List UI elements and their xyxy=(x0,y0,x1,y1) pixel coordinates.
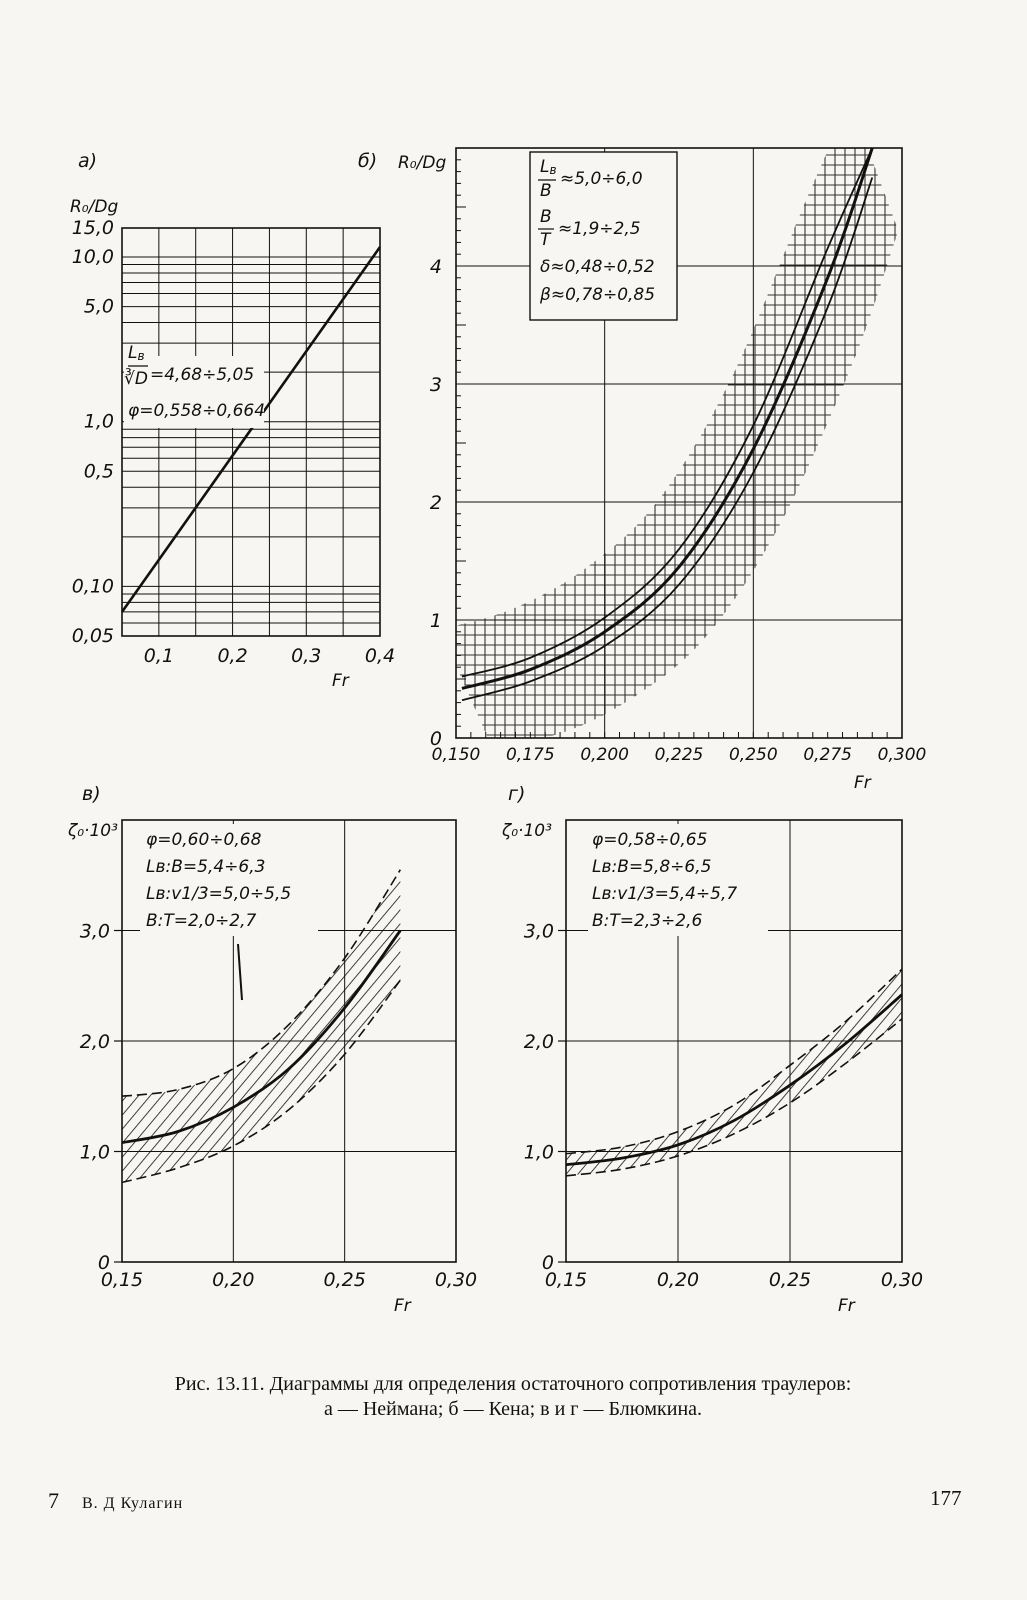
panel-g-xtick: 0,15 xyxy=(545,1269,587,1291)
panel-v-ylabel: ζ₀·10³ xyxy=(67,821,118,841)
panel-b-band-lower xyxy=(461,177,874,702)
panel-g-annotation: φ=0,58÷0,65 Lв:B=5,8÷6,5 Lв:v1/3=5,4÷5,7… xyxy=(588,824,768,936)
panel-v-plot-area xyxy=(122,869,402,1184)
panel-b-xtick: 0,200 xyxy=(580,745,629,765)
panel-b-ytick: 0 xyxy=(430,728,442,750)
panel-v-xtick: 0,15 xyxy=(101,1269,143,1291)
panel-b-series-line xyxy=(461,148,874,690)
panel-b-xlabel: Fr xyxy=(854,773,872,793)
panel-g-xtick: 0,30 xyxy=(881,1269,923,1291)
panel-a-ytick: 0,5 xyxy=(84,460,114,482)
panel-b-ytick: 3 xyxy=(430,374,442,396)
panel-g-xtick: 0,25 xyxy=(769,1269,811,1291)
panel-g-band-upper xyxy=(566,968,902,1155)
panel-b-annotation-3: δ≈0,48÷0,52 xyxy=(540,257,655,277)
panel-b-xtick: 0,250 xyxy=(729,745,778,765)
panel-g-plot-area xyxy=(566,968,902,1177)
signature-number: 7 xyxy=(48,1488,59,1513)
panel-g-annotation-2: Lв:B=5,8÷6,5 xyxy=(592,857,711,877)
panel-b-xtick: 0,300 xyxy=(878,745,927,765)
page-number: 177 xyxy=(930,1486,962,1510)
panel-v-annotation: φ=0,60÷0,68 Lв:B=5,4÷6,3 Lв:v1/3=5,0÷5,5… xyxy=(140,824,318,936)
panel-b-ytick: 1 xyxy=(430,610,442,632)
panel-v-ytick: 1,0 xyxy=(80,1142,110,1164)
svg-text:T: T xyxy=(540,230,552,250)
panel-a-ytick: 15,0 xyxy=(72,217,114,239)
panel-a-xtick: 0,1 xyxy=(144,645,174,667)
panel-g-annotation-1: φ=0,58÷0,65 xyxy=(592,830,707,850)
panel-v-annotation-3: Lв:v1/3=5,0÷5,5 xyxy=(146,884,291,904)
panel-b-xtick: 0,225 xyxy=(655,745,704,765)
panel-a-xtick: 0,4 xyxy=(365,645,395,667)
panel-a-label: а) xyxy=(78,150,97,172)
panel-g-ylabel: ζ₀·10³ xyxy=(501,821,552,841)
panel-v-series-line xyxy=(122,929,402,1145)
panel-g-xtick: 0,20 xyxy=(657,1269,699,1291)
panel-a-ylabel: R₀/Dg xyxy=(70,197,118,217)
panel-a-xtick: 0,2 xyxy=(217,645,247,667)
panel-g-xlabel: Fr xyxy=(838,1296,856,1316)
panel-a-xlabel: Fr xyxy=(332,671,350,691)
caption-line-1: Рис. 13.11. Диаграммы для определения ос… xyxy=(174,1373,852,1395)
panel-v-xlabel: Fr xyxy=(394,1296,412,1316)
svg-text:Lв: Lв xyxy=(128,343,145,363)
panel-v-ytick: 2,0 xyxy=(80,1031,110,1053)
panel-a-ytick: 1,0 xyxy=(84,411,114,433)
panel-a-frame xyxy=(121,227,381,637)
panel-v-ytick: 0 xyxy=(98,1252,110,1274)
panel-b-ytick: 4 xyxy=(430,256,442,278)
panel-b-xtick: 0,175 xyxy=(506,745,555,765)
panel-a-series-line xyxy=(120,246,382,613)
panel-v-xtick: 0,30 xyxy=(435,1269,477,1291)
footer-signature: 7 В. Д Кулагин xyxy=(48,1488,183,1514)
panel-g-band xyxy=(566,969,902,1176)
svg-text:B: B xyxy=(540,181,552,201)
panel-b-xtick: 0,150 xyxy=(432,745,481,765)
panel-a-ytick: 10,0 xyxy=(72,246,114,268)
panel-v-band-upper xyxy=(122,869,402,1098)
panel-a-ytick: 0,05 xyxy=(72,625,114,647)
panel-a-annotation: Lв ∛D =4,68÷5,05 φ=0,558÷0,664 xyxy=(124,343,265,428)
panel-a-annotation-1: =4,68÷5,05 xyxy=(150,365,254,385)
panel-b-annotation-4: β≈0,78÷0,85 xyxy=(539,285,655,305)
panel-b-band-upper xyxy=(461,148,874,678)
panel-v-label: в) xyxy=(82,783,101,805)
scan-mark xyxy=(237,943,243,1001)
panel-v-xtick: 0,20 xyxy=(212,1269,254,1291)
panel-a-ytick: 5,0 xyxy=(84,296,114,318)
panel-b-plot-area xyxy=(456,148,899,738)
panel-g-annotation-4: B:T=2,3÷2,6 xyxy=(592,911,703,931)
panel-b-annotation-2: ≈1,9÷2,5 xyxy=(558,219,641,239)
panel-a-annotation-2: φ=0,558÷0,664 xyxy=(128,401,265,421)
panel-b-annotation-1: ≈5,0÷6,0 xyxy=(560,169,643,189)
panel-b-xtick: 0,275 xyxy=(803,745,852,765)
svg-text:∛D: ∛D xyxy=(124,368,148,389)
caption-line-2: а — Неймана; б — Кена; в и г — Блюмкина. xyxy=(323,1398,703,1420)
panel-v-ytick: 3,0 xyxy=(80,921,110,943)
panel-v-xtick: 0,25 xyxy=(324,1269,366,1291)
panel-g-ytick: 0 xyxy=(542,1252,554,1274)
author-name: В. Д Кулагин xyxy=(82,1495,184,1512)
panel-v-annotation-4: B:T=2,0÷2,7 xyxy=(146,911,257,931)
panel-g-ytick: 1,0 xyxy=(524,1142,554,1164)
panel-g-series-line xyxy=(566,993,902,1167)
panel-b-label: б) xyxy=(358,150,377,172)
panel-b-ytick: 2 xyxy=(430,492,442,514)
panel-v-annotation-2: Lв:B=5,4÷6,3 xyxy=(146,857,265,877)
panel-a-ytick: 0,10 xyxy=(72,575,114,597)
panel-a-xtick: 0,3 xyxy=(291,645,321,667)
panel-b-scatter-region xyxy=(456,148,899,738)
panel-b-ylabel: R₀/Dg xyxy=(398,153,446,173)
panel-v-annotation-1: φ=0,60÷0,68 xyxy=(146,830,262,850)
panel-v-band xyxy=(122,869,401,1183)
panel-g-ytick: 3,0 xyxy=(524,921,554,943)
figure-caption: Рис. 13.11. Диаграммы для определения ос… xyxy=(48,1372,978,1422)
svg-text:B: B xyxy=(540,207,552,227)
panel-g-annotation-3: Lв:v1/3=5,4÷5,7 xyxy=(592,884,737,904)
panel-g-ytick: 2,0 xyxy=(524,1031,554,1053)
panel-g-label: г) xyxy=(508,783,525,805)
panel-b-annotation: Lв B ≈5,0÷6,0 B T ≈1,9÷2,5 δ≈0,48÷0,52 β… xyxy=(529,151,678,321)
panel-g-band-lower xyxy=(566,1018,902,1177)
